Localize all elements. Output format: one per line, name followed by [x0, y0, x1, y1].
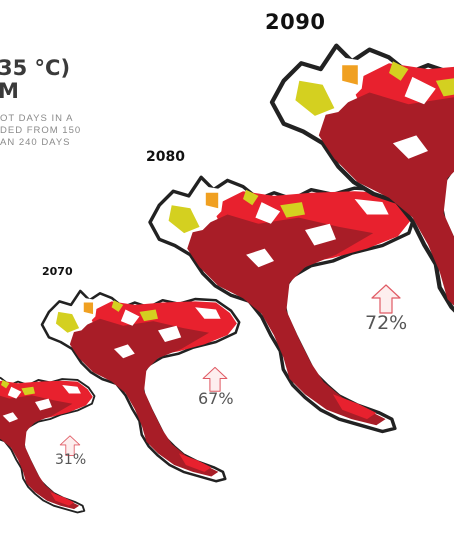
- year-label-2090: 2090: [265, 10, 326, 34]
- percent-label-2070: 67%: [198, 389, 234, 408]
- map-2070-small: [0, 372, 96, 514]
- year-label-2070: 2070: [42, 265, 73, 278]
- up-arrow-icon: [202, 366, 228, 392]
- percent-label-2080: 72%: [365, 312, 408, 334]
- map-title-line-1: 35 °C): [0, 56, 71, 80]
- description-line-1: OT DAYS IN A: [0, 113, 74, 124]
- description-line-3: AN 240 DAYS: [0, 137, 71, 148]
- up-arrow-icon: [371, 284, 401, 314]
- percent-label-small: 31%: [55, 452, 87, 468]
- year-label-2080: 2080: [146, 149, 185, 165]
- map-title-line-2: M: [0, 79, 19, 103]
- description-line-2: DED FROM 150: [0, 125, 82, 136]
